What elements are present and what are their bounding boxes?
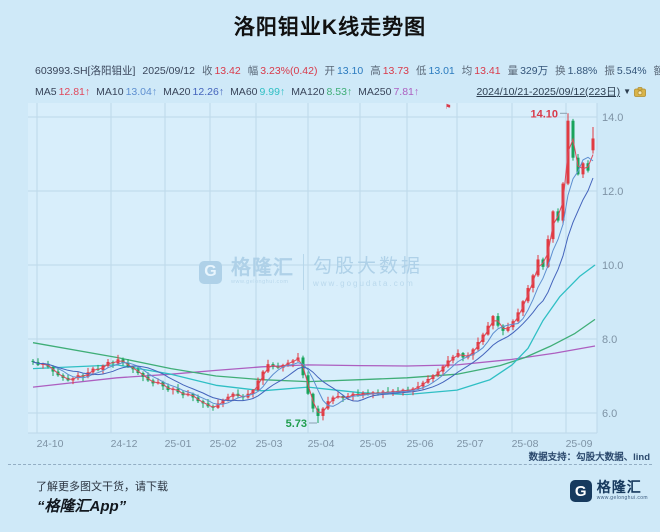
ma-line-MA10 (32, 156, 594, 407)
qfield: 量 329万 (507, 65, 549, 77)
x-axis-label: 25-01 (165, 438, 192, 450)
footer-logo-url: www.gelonghui.com (596, 495, 648, 501)
y-axis-label: 6.0 (602, 408, 617, 420)
ma-line-MA120 (32, 318, 596, 383)
footer-promo-text: 了解更多图文干货，请下载 (36, 481, 168, 493)
footer-app-name: “格隆汇App” (37, 498, 127, 515)
ma-line-MA60 (32, 264, 596, 396)
ma-item: MA250 7.81↑ (358, 85, 420, 98)
low-price-label: 5.73 (286, 418, 307, 430)
ma-line-MA20 (32, 177, 594, 402)
qfield: 开 13.10 (324, 65, 364, 77)
quote-bar: 603993.SH[洛阳钼业] 2025/09/12 收 13.42 幅 3.23%(… (35, 63, 660, 78)
y-axis-label: 12.0 (602, 186, 623, 198)
y-axis-label: 14.0 (602, 112, 623, 124)
event-flag-icon: ⚑ (445, 103, 451, 111)
ma-bar: MA5 12.81↑ MA10 13.04↑ MA20 12.26↑ MA60 9.99↑ MA… (35, 84, 646, 99)
ma-item: MA120 8.53↑ (291, 85, 353, 98)
stock-code: 603993.SH[洛阳钼业] (35, 65, 136, 77)
dropdown-icon[interactable]: ▼ (623, 87, 631, 96)
footer-logo: G 格隆汇 www.gelonghui.com (569, 479, 648, 502)
footer-separator (8, 464, 652, 465)
ma-item: MA5 12.81↑ (35, 85, 91, 98)
x-axis-label: 25-06 (407, 438, 434, 450)
x-axis-label: 25-02 (210, 438, 237, 450)
x-axis-label: 24-12 (111, 438, 138, 450)
gelonghui-logo-icon: G (569, 480, 592, 502)
candle (31, 360, 35, 362)
data-support-note: 数据支持：勾股大数据、lind (528, 452, 650, 463)
qfield: 低 13.01 (416, 65, 455, 77)
x-axis-label: 24-10 (37, 438, 64, 450)
quote-fields: 收 13.42 幅 3.23%(0.42) 开 13.10 高 13.73 低 13.01 均 13.… (202, 63, 660, 78)
qfield: 收 13.42 (201, 65, 241, 77)
y-axis-label: 10.0 (602, 260, 623, 272)
x-axis-label: 25-05 (360, 438, 387, 450)
date-range-selector[interactable]: 2024/10/21-2025/09/12(223日) (476, 86, 621, 98)
ma-item: MA60 9.99↑ (230, 85, 286, 98)
ma-item: MA10 13.04↑ (96, 85, 158, 98)
qfield: 换 1.88% (555, 65, 598, 77)
page-title: 洛阳钼业K线走势图 (233, 16, 427, 39)
footer-logo-text: 格隆汇 (596, 479, 642, 495)
x-axis-label: 25-08 (512, 438, 539, 450)
x-axis-label: 25-03 (256, 438, 283, 450)
qfield: 均 13.41 (461, 65, 501, 77)
kline-chart: 14.0 12.0 10.0 8.0 6.0 24-10 24-12 25-01 25-02 25… (28, 103, 623, 450)
ma-item: MA20 12.26↑ (163, 85, 225, 98)
qfield: 高 13.73 (370, 65, 409, 77)
high-price-label: 14.10 (530, 108, 558, 120)
x-axis-label: 25-09 (566, 438, 593, 450)
qfield: 额… (653, 65, 660, 77)
camera-icon[interactable] (634, 86, 646, 97)
candle (591, 138, 595, 151)
x-axis-label: 25-07 (457, 438, 484, 450)
quote-date: 2025/09/12 (142, 64, 195, 77)
y-axis-label: 8.0 (602, 334, 617, 346)
ma-legend: MA5 12.81↑ MA10 13.04↑ MA20 12.26↑ MA60 9.99↑ MA… (35, 86, 419, 98)
qfield: 振 5.54% (604, 65, 647, 77)
qfield: 幅 3.23%(0.42) (247, 65, 318, 77)
ma-line-MA5 (32, 137, 594, 413)
x-axis-label: 25-04 (308, 438, 335, 450)
